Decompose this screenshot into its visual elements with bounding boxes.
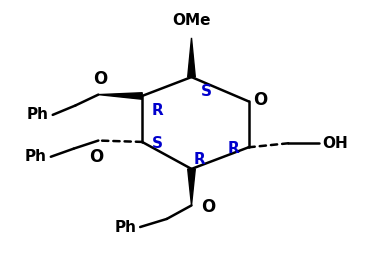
Text: OH: OH: [322, 136, 348, 151]
Text: O: O: [93, 70, 107, 88]
Text: OMe: OMe: [172, 13, 211, 28]
Polygon shape: [98, 93, 142, 99]
Text: Ph: Ph: [25, 149, 47, 164]
Text: R: R: [152, 103, 163, 118]
Text: S: S: [152, 136, 162, 151]
Text: Ph: Ph: [27, 107, 49, 122]
Text: O: O: [89, 148, 103, 166]
Text: O: O: [253, 91, 267, 109]
Text: Ph: Ph: [115, 219, 136, 235]
Polygon shape: [188, 38, 195, 77]
Polygon shape: [188, 169, 195, 205]
Text: R: R: [193, 152, 205, 167]
Text: R: R: [228, 141, 239, 156]
Text: O: O: [201, 198, 215, 216]
Text: S: S: [201, 84, 212, 99]
